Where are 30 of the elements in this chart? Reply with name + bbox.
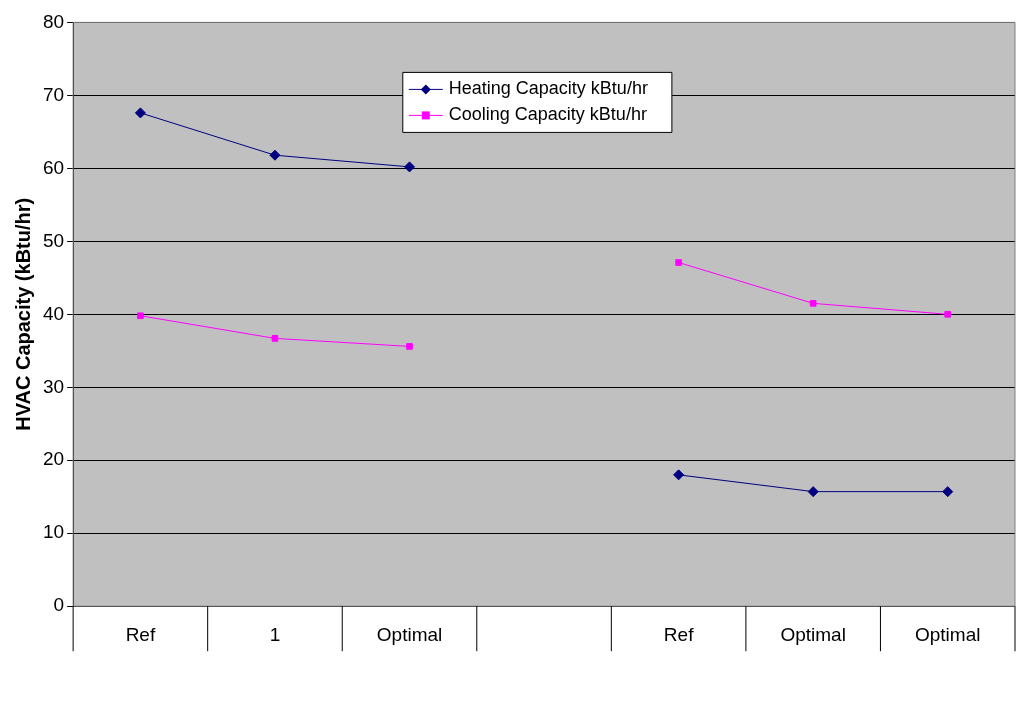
- y-tick-label: 80: [42, 10, 65, 32]
- y-tick-label: 20: [42, 448, 65, 470]
- x-tick-label: Ref: [663, 623, 695, 645]
- point: [809, 300, 817, 307]
- y-tick-label: 10: [42, 521, 65, 543]
- x-tick-label: Ref: [125, 623, 156, 645]
- y-tick-label: 30: [42, 375, 65, 397]
- point: [404, 161, 416, 173]
- point: [942, 486, 954, 498]
- x-tick-label: 1: [269, 623, 281, 645]
- point: [269, 149, 281, 161]
- y-tick-label: 50: [42, 229, 65, 251]
- point: [406, 343, 413, 350]
- point: [673, 469, 685, 481]
- point: [137, 312, 144, 320]
- x-tick-label: Optimal: [914, 623, 981, 645]
- point: [807, 486, 819, 498]
- y-tick-label: 40: [42, 302, 65, 324]
- point: [271, 335, 279, 342]
- x-tick-label: Optimal: [376, 623, 443, 645]
- point: [675, 259, 682, 266]
- point: [944, 310, 952, 318]
- legend-label: Cooling Capacity kBtu/hr: [448, 104, 647, 125]
- point: [134, 107, 146, 119]
- y-tick-label: 60: [42, 156, 65, 178]
- y-tick-label: 70: [42, 83, 65, 105]
- y-tick-label: 0: [53, 594, 65, 616]
- x-tick-label: Optimal: [780, 623, 846, 645]
- legend-label: Heating Capacity kBtu/hr: [448, 78, 648, 99]
- y-axis-title: HVAC Capacity (kBtu/hr): [11, 197, 34, 431]
